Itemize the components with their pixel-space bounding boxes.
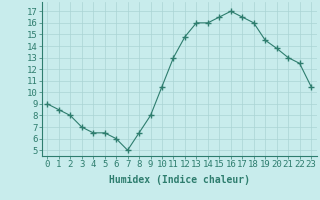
X-axis label: Humidex (Indice chaleur): Humidex (Indice chaleur) xyxy=(109,175,250,185)
